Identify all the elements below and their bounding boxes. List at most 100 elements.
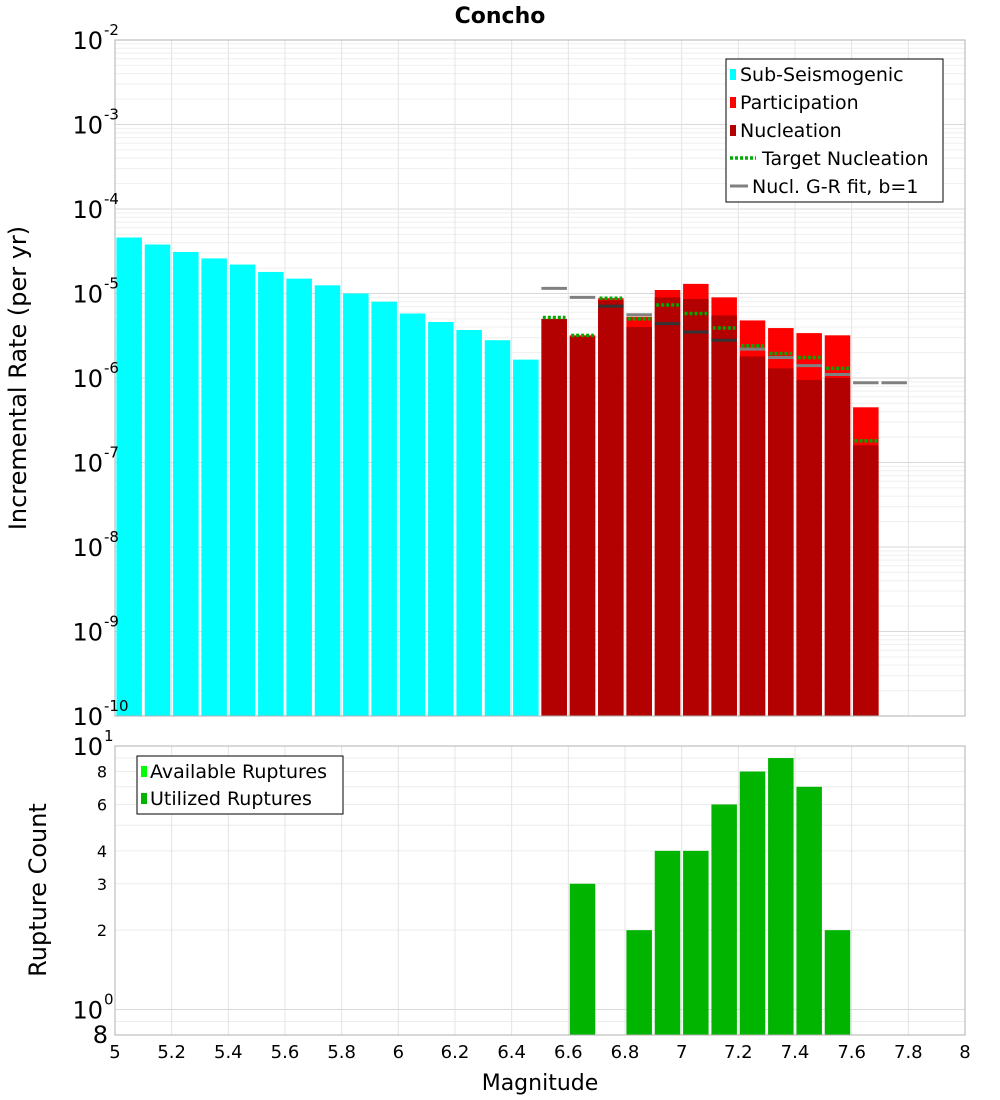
nucleation-bar xyxy=(598,300,624,716)
y-tick-label: 10 xyxy=(72,534,103,562)
legend-swatch xyxy=(141,793,147,804)
x-tick-label: 6.8 xyxy=(611,1042,640,1063)
legend-swatch xyxy=(730,97,736,108)
legend-label: Nucl. G-R fit, b=1 xyxy=(752,176,918,198)
x-tick-label: 6.2 xyxy=(441,1042,470,1063)
legend-swatch xyxy=(730,125,736,136)
y-tick-label: 8 xyxy=(97,763,107,782)
legend-swatch xyxy=(141,766,147,777)
x-tick-label: 5.6 xyxy=(271,1042,300,1063)
legend-label: Nucleation xyxy=(740,120,842,142)
x-tick-label: 5.8 xyxy=(327,1042,356,1063)
y-tick-exponent: -3 xyxy=(104,106,119,124)
x-tick-label: 6.4 xyxy=(497,1042,526,1063)
legend-label: Target Nucleation xyxy=(761,148,929,170)
y-tick-exponent: -10 xyxy=(104,697,129,715)
x-axis-label: Magnitude xyxy=(482,1071,599,1096)
legend-label: Available Ruptures xyxy=(150,761,327,783)
y-tick-label: 10 xyxy=(72,27,103,55)
utilized-ruptures-bar xyxy=(824,930,851,1035)
sub-seismogenic-bar xyxy=(258,271,284,716)
sub-seismogenic-bar xyxy=(428,321,454,716)
y-tick-exponent: 0 xyxy=(104,990,114,1008)
y-tick-label: 6 xyxy=(97,795,107,814)
x-tick-label: 7.6 xyxy=(837,1042,866,1063)
utilized-ruptures-bar xyxy=(683,850,709,1035)
chart-title: Concho xyxy=(455,4,546,29)
sub-seismogenic-bar xyxy=(314,285,341,716)
legend-label: Utilized Ruptures xyxy=(150,788,312,810)
y-tick-label: 10 xyxy=(72,619,103,647)
legend-swatch xyxy=(730,69,736,80)
nucleation-bar xyxy=(853,445,879,716)
x-tick-label: 5.4 xyxy=(214,1042,243,1063)
sub-seismogenic-bar xyxy=(456,329,482,716)
nucleation-bar xyxy=(541,318,567,716)
top-gridlines xyxy=(114,39,966,717)
nucleation-bar xyxy=(768,368,794,716)
y-tick-label: 10 xyxy=(72,450,103,478)
top-markers xyxy=(541,286,907,443)
x-tick-label: 5.2 xyxy=(157,1042,186,1063)
top-legend: Sub-Seismogenic Participation Nucleation Ta… xyxy=(725,58,944,203)
y-tick-label: 10 xyxy=(72,703,103,731)
nucleation-bar xyxy=(683,299,709,716)
top-y-axis-label: Incremental Rate (per yr) xyxy=(4,226,32,530)
y-tick-exponent: -8 xyxy=(104,528,119,546)
nucleation-bar xyxy=(654,297,681,716)
sub-seismogenic-bar xyxy=(371,301,397,716)
utilized-ruptures-bar xyxy=(569,883,596,1035)
utilized-ruptures-bar xyxy=(739,771,766,1035)
utilized-ruptures-bar xyxy=(768,758,794,1035)
sub-seismogenic-bar xyxy=(343,293,369,716)
bottom-plot-border xyxy=(114,745,966,1036)
bottom-y-axis-label: Rupture Count xyxy=(24,803,52,977)
y-tick-label: 10 xyxy=(72,281,103,309)
sub-seismogenic-bar xyxy=(173,251,199,717)
bottom-bars xyxy=(569,758,851,1035)
x-tick-label: 7.4 xyxy=(781,1042,810,1063)
utilized-ruptures-bar xyxy=(711,804,737,1035)
x-tick-label: 7.2 xyxy=(724,1042,753,1063)
sub-seismogenic-bar xyxy=(484,340,511,716)
y-tick-label: 8 xyxy=(93,1021,108,1049)
y-tick-label: 4 xyxy=(97,842,107,861)
y-tick-exponent: -2 xyxy=(104,21,119,39)
y-tick-exponent: -7 xyxy=(104,444,119,462)
sub-seismogenic-bar xyxy=(399,313,426,716)
x-tick-label: 6 xyxy=(393,1042,404,1063)
x-tick-label: 7.8 xyxy=(894,1042,923,1063)
sub-seismogenic-bar xyxy=(286,278,312,716)
utilized-ruptures-bar xyxy=(796,786,822,1035)
y-tick-exponent: -4 xyxy=(104,190,119,208)
y-tick-label: 2 xyxy=(97,921,107,940)
sub-seismogenic-bar xyxy=(201,258,227,716)
x-tick-label: 6.6 xyxy=(554,1042,583,1063)
y-tick-exponent: -9 xyxy=(104,613,119,631)
x-tick-label: 8 xyxy=(959,1042,970,1063)
sub-seismogenic-bar xyxy=(229,264,256,716)
nucleation-bar xyxy=(711,315,737,716)
y-tick-exponent: -5 xyxy=(104,275,119,293)
top-plot-border xyxy=(114,39,966,717)
x-tick-label: 5 xyxy=(109,1042,120,1063)
sub-seismogenic-bar xyxy=(116,237,142,717)
top-bars xyxy=(116,237,879,717)
y-tick-label: 3 xyxy=(97,875,107,894)
top-legend-box xyxy=(725,58,944,203)
y-tick-label: 10 xyxy=(72,365,103,393)
nucleation-bar xyxy=(569,336,596,716)
x-tick-label: 7 xyxy=(676,1042,687,1063)
y-tick-label: 10 xyxy=(72,196,103,224)
nucleation-bar xyxy=(824,378,851,716)
y-tick-label: 10 xyxy=(72,112,103,140)
nucleation-bar xyxy=(796,379,822,716)
sub-seismogenic-bar xyxy=(513,359,539,716)
utilized-ruptures-bar xyxy=(626,930,652,1035)
y-tick-label: 10 xyxy=(72,996,103,1024)
nucleation-bar xyxy=(626,327,652,716)
